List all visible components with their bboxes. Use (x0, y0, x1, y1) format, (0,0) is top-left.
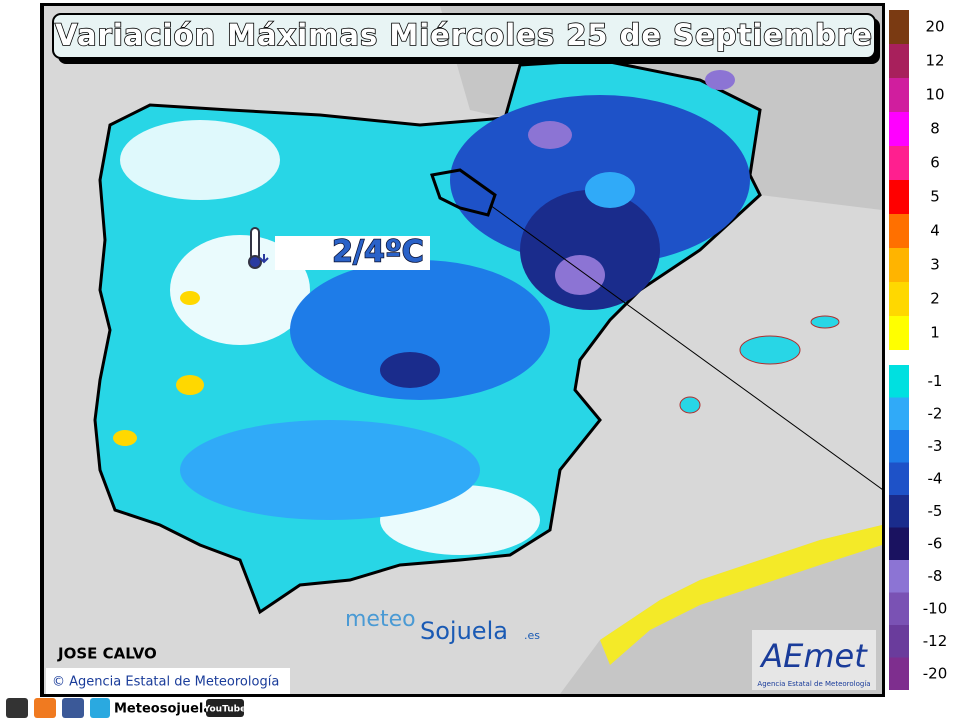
legend-label: -1 (928, 372, 943, 390)
legend-swatch (889, 462, 909, 495)
copyright: © Agencia Estatal de Meteorología (52, 675, 279, 690)
legend-swatch (889, 560, 909, 593)
legend-label: 6 (930, 154, 940, 172)
twitter-icon (90, 698, 110, 718)
footer: Meteosojuela YouTube (6, 698, 246, 718)
logo-box (752, 630, 876, 690)
copyright-box (46, 668, 290, 694)
author: JOSE CALVO (57, 645, 157, 663)
legend-label: 10 (925, 86, 944, 104)
legend-swatch (889, 592, 909, 625)
blogger-icon (34, 698, 56, 718)
youtube-icon (206, 699, 244, 717)
legend-label: -3 (928, 437, 943, 455)
la-rioja (430, 168, 497, 217)
pointer-line (489, 204, 891, 496)
footer-brand: Meteosojuela (114, 702, 212, 717)
legend-label: 8 (930, 120, 940, 138)
map-annotation: 2/4ºC (332, 235, 424, 270)
legend-swatch (889, 112, 909, 146)
legend-label: 4 (930, 222, 940, 240)
legend-swatch (889, 365, 909, 398)
legend-label: 3 (930, 256, 940, 274)
instagram-icon (6, 698, 28, 718)
legend-swatch (889, 495, 909, 528)
mallorca (739, 335, 801, 365)
legend: 20 12 10 8 6 5 4 3 2 1 -1 -2 -3 -4 -5 -6 -8 -10 -12 -20 (889, 10, 947, 690)
legend-swatch (889, 248, 909, 282)
thermometer-icon (248, 227, 269, 269)
legend-swatch (889, 78, 909, 112)
logo: AEmet (759, 637, 868, 675)
facebook-icon (62, 698, 84, 718)
legend-label: 2 (930, 290, 940, 308)
watermark-es: .es (524, 629, 540, 642)
menorca (810, 315, 840, 329)
legend-swatch (889, 180, 909, 214)
legend-swatch (889, 397, 909, 430)
youtube-label: YouTube (203, 705, 246, 715)
watermark-meteo: meteo (345, 607, 416, 632)
legend-label: 20 (925, 18, 944, 36)
legend-label: -10 (923, 599, 948, 617)
legend-label: -2 (928, 404, 943, 422)
title-box (52, 13, 876, 59)
ibiza (679, 396, 701, 414)
legend-label: -8 (928, 567, 943, 585)
legend-swatch (889, 10, 909, 44)
legend-swatch (889, 316, 909, 350)
legend-swatch (889, 214, 909, 248)
annotation-band (275, 236, 430, 270)
legend-label: -12 (923, 632, 948, 650)
title: Variación Máximas Miércoles 25 de Septie… (55, 18, 873, 52)
legend-swatch (889, 625, 909, 658)
legend-swatch (889, 657, 909, 690)
legend-label: -5 (928, 502, 943, 520)
legend-swatch (889, 527, 909, 560)
watermark-sojuela: Sojuela (420, 617, 508, 645)
legend-label: 1 (930, 324, 940, 342)
legend-swatch (889, 282, 909, 316)
legend-swatch (889, 44, 909, 78)
legend-label: 5 (930, 188, 940, 206)
legend-label: 12 (925, 52, 944, 70)
africa-anomaly (600, 525, 882, 665)
legend-label: -4 (928, 469, 943, 487)
legend-label: -20 (923, 664, 948, 682)
logo-subtitle: Agencia Estatal de Meteorología (757, 680, 870, 688)
legend-swatch (889, 430, 909, 463)
legend-swatch (889, 146, 909, 180)
legend-label: -6 (928, 534, 943, 552)
